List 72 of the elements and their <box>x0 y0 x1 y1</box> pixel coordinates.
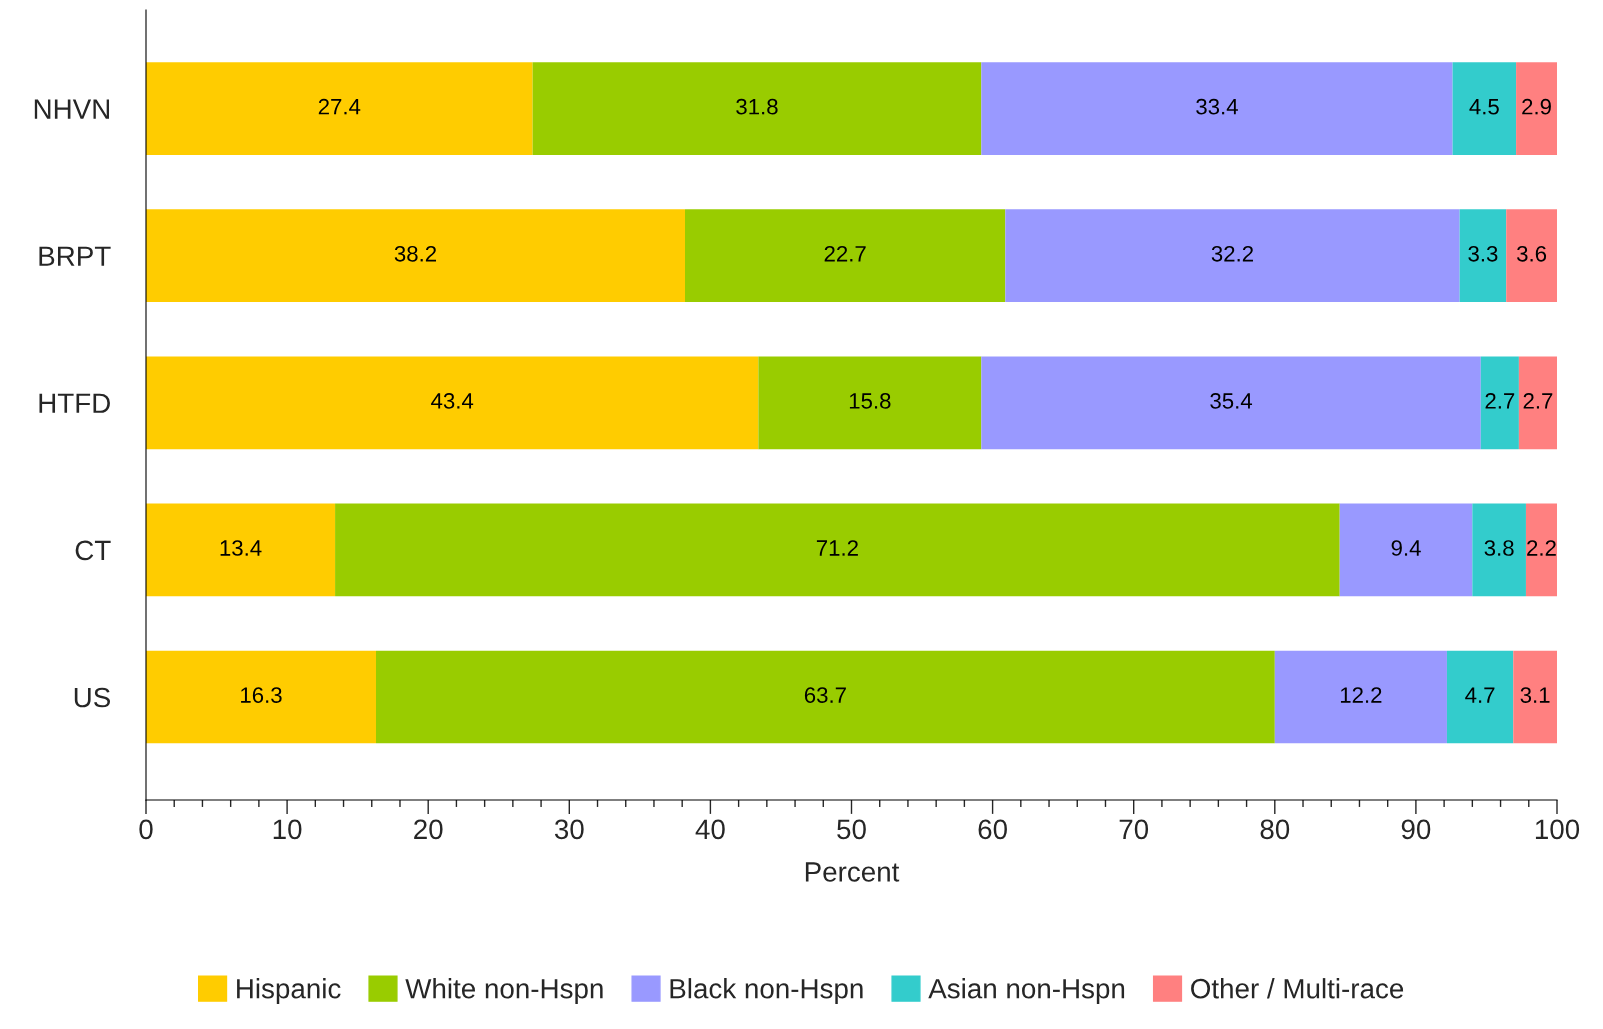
legend-label: Hispanic <box>237 978 341 1004</box>
data-label: 16.3 <box>241 687 282 703</box>
data-label: 22.7 <box>824 245 866 262</box>
bar <box>1513 650 1557 744</box>
data-label: 4.7 <box>1465 687 1495 703</box>
bar <box>1480 356 1519 450</box>
x-tick-label: 10 <box>273 819 302 840</box>
bar <box>1516 62 1557 155</box>
data-label: 13.4 <box>220 540 262 556</box>
bar <box>375 650 1275 744</box>
bar <box>1518 356 1557 450</box>
bar <box>146 650 376 744</box>
x-tick-label: 0 <box>139 819 153 840</box>
data-label: 3.1 <box>1520 687 1550 703</box>
bar <box>1452 62 1517 155</box>
data-label: 31.8 <box>736 98 778 115</box>
bar <box>532 62 982 155</box>
bar <box>1506 209 1557 303</box>
data-label: 2.2 <box>1527 540 1556 556</box>
data-label: 3.3 <box>1468 245 1498 262</box>
bar <box>146 356 759 450</box>
x-axis-title: Percent <box>805 862 900 882</box>
y-tick-label: US <box>74 687 110 708</box>
x-tick-label: 80 <box>1260 819 1290 840</box>
x-tick-label: 70 <box>1119 819 1149 840</box>
x-tick-label: 90 <box>1401 819 1431 840</box>
y-tick-label: CT <box>75 540 111 561</box>
data-label: 3.8 <box>1484 540 1514 556</box>
bar <box>1459 209 1507 303</box>
bar <box>1005 209 1460 303</box>
data-label: 38.2 <box>394 245 437 262</box>
data-label: 2.7 <box>1485 393 1515 409</box>
x-tick-label: 30 <box>554 819 584 840</box>
bar <box>1274 650 1447 744</box>
legend-label: Other / Multi-race <box>1191 978 1404 999</box>
bar <box>1472 503 1526 597</box>
legend-label: Black non-Hspn <box>670 978 863 1004</box>
bar <box>981 356 1481 450</box>
bar <box>758 356 982 450</box>
bar <box>685 209 1006 303</box>
bar <box>146 503 336 597</box>
data-label: 63.7 <box>804 687 846 703</box>
bar <box>981 62 1453 155</box>
data-label: 12.2 <box>1340 687 1382 703</box>
data-label: 32.2 <box>1211 245 1253 262</box>
data-label: 71.2 <box>816 540 858 556</box>
x-tick-label: 20 <box>414 819 443 840</box>
data-label: 33.4 <box>1196 98 1238 115</box>
data-label: 4.5 <box>1469 99 1499 115</box>
data-label: 2.7 <box>1523 393 1553 409</box>
y-tick-label: BRPT <box>39 246 111 266</box>
data-label: 3.6 <box>1517 245 1547 262</box>
bar <box>146 62 533 155</box>
bar <box>1446 650 1514 744</box>
x-tick-label: 40 <box>695 819 725 840</box>
bar <box>146 209 685 303</box>
y-tick-label: NHVN <box>34 99 110 119</box>
bar <box>1525 503 1557 597</box>
bar <box>1339 503 1473 597</box>
data-label: 35.4 <box>1210 393 1253 409</box>
legend-label: White non-Hspn <box>405 978 603 1004</box>
bar <box>335 503 1340 597</box>
data-label: 27.4 <box>318 98 361 115</box>
x-tick-label: 100 <box>1535 819 1580 840</box>
x-tick-label: 60 <box>978 819 1007 840</box>
data-label: 43.4 <box>431 393 474 409</box>
x-tick-label: 50 <box>837 819 866 840</box>
legend-label: Asian non-Hspn <box>928 978 1125 1004</box>
data-label: 9.4 <box>1391 540 1421 556</box>
data-label: 2.9 <box>1522 98 1551 115</box>
data-label: 15.8 <box>849 393 891 409</box>
y-tick-label: HTFD <box>39 393 110 413</box>
